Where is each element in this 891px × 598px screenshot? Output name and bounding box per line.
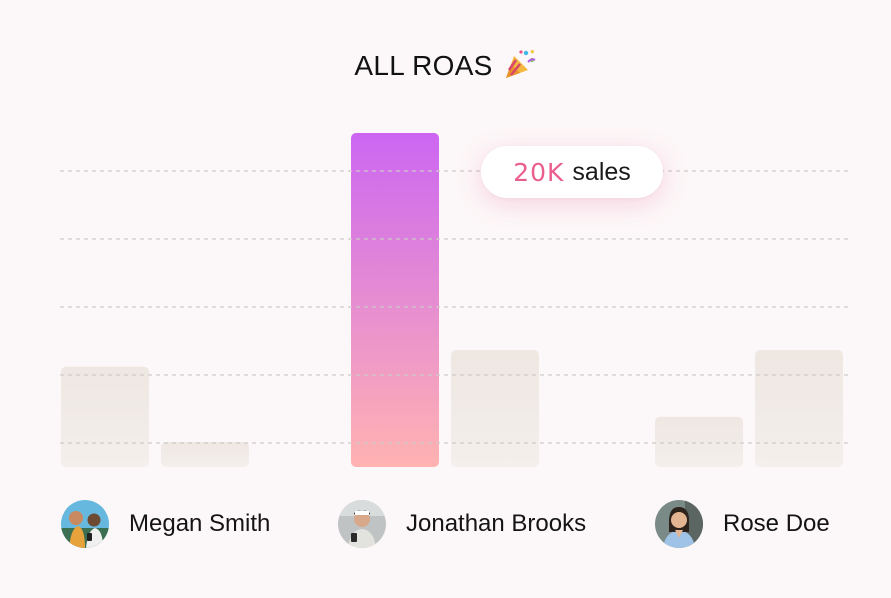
person-rose-doe[interactable]: Rose Doe — [655, 500, 830, 548]
person-name: Jonathan Brooks — [406, 510, 587, 537]
bar — [61, 366, 149, 467]
person-megan-smith[interactable]: Megan Smith — [61, 500, 270, 548]
person-jonathan-brooks[interactable]: Jonathan Brooks — [338, 500, 586, 548]
highlight-value: 20K — [513, 157, 565, 187]
bar — [755, 350, 843, 467]
highlight-unit: sales — [572, 157, 631, 186]
person-name: Rose Doe — [723, 510, 830, 537]
chart-title: ALL ROAS — [354, 50, 493, 81]
bar — [655, 416, 743, 467]
bar — [161, 441, 249, 467]
bar — [451, 350, 539, 467]
avatar — [655, 500, 703, 548]
bar-highlighted — [351, 133, 439, 467]
party-popper-icon — [503, 47, 537, 86]
chart-title-row: ALL ROAS — [0, 44, 891, 88]
highlight-tooltip: 20K sales — [481, 146, 663, 198]
avatar — [338, 500, 386, 548]
avatar — [61, 500, 109, 548]
person-name: Megan Smith — [129, 510, 271, 537]
